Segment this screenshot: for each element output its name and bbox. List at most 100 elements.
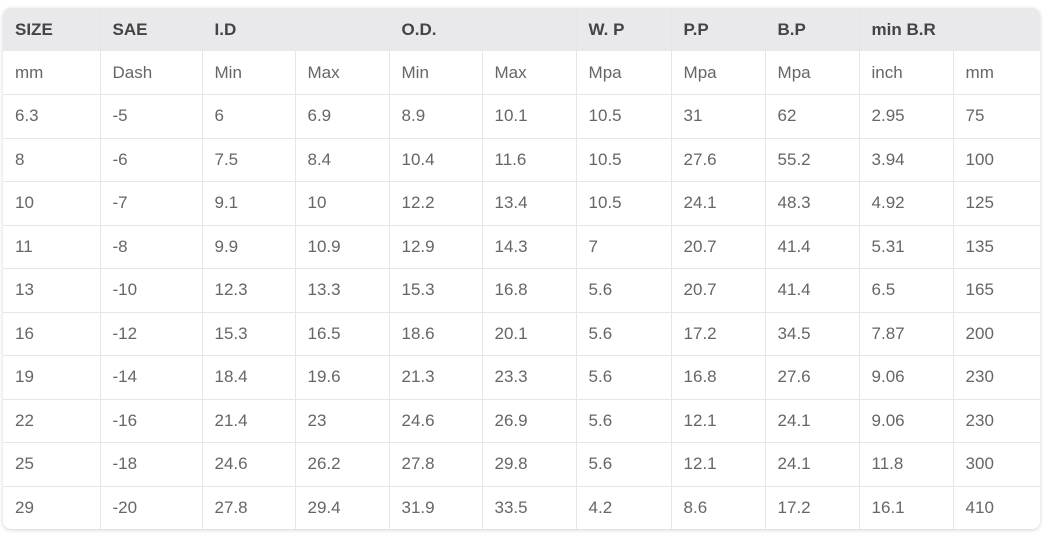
table-cell: 33.5	[482, 486, 577, 529]
table-cell: 75	[953, 94, 1040, 139]
header-min-bend-radius: min B.R	[859, 8, 1040, 51]
table-cell: 10.5	[576, 138, 672, 182]
table-cell: 48.3	[765, 181, 860, 226]
table-cell: 62	[765, 94, 860, 139]
table-cell: 7.87	[859, 312, 954, 356]
table-row: 6.3 -5 6 6.9 8.9 10.1 10.5 31 62 2.95 75	[3, 94, 1040, 139]
table-cell: 8	[3, 138, 101, 182]
units-row: mm Dash Min Max Min Max Mpa Mpa Mpa inch…	[3, 51, 1040, 95]
table-cell: -7	[100, 181, 203, 226]
table-cell: 15.3	[202, 312, 296, 356]
table-cell: 27.8	[202, 486, 296, 529]
table-cell: 17.2	[765, 486, 860, 529]
table-cell: 230	[953, 399, 1040, 443]
table-cell: 11	[3, 225, 101, 269]
table-cell: 23.3	[482, 355, 577, 400]
header-inner-diameter: I.D	[202, 8, 390, 51]
table-cell: 26.2	[295, 442, 390, 487]
table-cell: 230	[953, 355, 1040, 400]
table-cell: 29.4	[295, 486, 390, 529]
table-cell: 9.9	[202, 225, 296, 269]
table-row: 29 -20 27.8 29.4 31.9 33.5 4.2 8.6 17.2 16.1 410	[3, 486, 1040, 529]
table-cell: 7	[576, 225, 672, 269]
unit-cell: Max	[482, 51, 577, 95]
table-cell: 10	[295, 181, 390, 226]
table-cell: 10.5	[576, 94, 672, 139]
table-cell: 5.31	[859, 225, 954, 269]
table-cell: 27.6	[765, 355, 860, 400]
unit-cell: Mpa	[576, 51, 672, 95]
table-cell: 29.8	[482, 442, 577, 487]
table-cell: 41.4	[765, 225, 860, 269]
table-row: 10 -7 9.1 10 12.2 13.4 10.5 24.1 48.3 4.92 125	[3, 181, 1040, 226]
table-cell: 22	[3, 399, 101, 443]
table-cell: 24.6	[202, 442, 296, 487]
table-cell: 200	[953, 312, 1040, 356]
table-cell: 19.6	[295, 355, 390, 400]
table-cell: 16.5	[295, 312, 390, 356]
table-cell: 8.9	[389, 94, 483, 139]
table-cell: 6.5	[859, 268, 954, 313]
table-cell: 4.2	[576, 486, 672, 529]
table-cell: 9.06	[859, 399, 954, 443]
table-cell: 12.1	[671, 399, 766, 443]
table-cell: 13.3	[295, 268, 390, 313]
table-cell: 20.7	[671, 268, 766, 313]
unit-cell: Max	[295, 51, 390, 95]
table-cell: 27.8	[389, 442, 483, 487]
table-cell: 12.1	[671, 442, 766, 487]
spec-table-card: SIZE SAE I.D O.D. W. P P.P B.P min B.R m…	[3, 8, 1040, 529]
table-cell: 5.6	[576, 268, 672, 313]
header-proof-pressure: P.P	[671, 8, 766, 51]
unit-cell: Mpa	[671, 51, 766, 95]
table-cell: 15.3	[389, 268, 483, 313]
table-row: 25 -18 24.6 26.2 27.8 29.8 5.6 12.1 24.1 11.8 300	[3, 442, 1040, 487]
table-cell: 18.6	[389, 312, 483, 356]
table-cell: 21.3	[389, 355, 483, 400]
table-cell: 10	[3, 181, 101, 226]
table-header-row: SIZE SAE I.D O.D. W. P P.P B.P min B.R	[3, 8, 1040, 51]
table-cell: -18	[100, 442, 203, 487]
table-cell: 24.1	[765, 399, 860, 443]
table-cell: 13.4	[482, 181, 577, 226]
table-cell: 100	[953, 138, 1040, 182]
table-cell: 24.1	[765, 442, 860, 487]
table-cell: -10	[100, 268, 203, 313]
table-cell: -20	[100, 486, 203, 529]
table-cell: 19	[3, 355, 101, 400]
table-row: 19 -14 18.4 19.6 21.3 23.3 5.6 16.8 27.6 9.06 230	[3, 355, 1040, 400]
header-burst-pressure: B.P	[765, 8, 860, 51]
table-cell: 24.6	[389, 399, 483, 443]
table-row: 11 -8 9.9 10.9 12.9 14.3 7 20.7 41.4 5.31 135	[3, 225, 1040, 269]
unit-cell: Mpa	[765, 51, 860, 95]
table-cell: 135	[953, 225, 1040, 269]
table-cell: 6	[202, 94, 296, 139]
table-cell: 20.7	[671, 225, 766, 269]
table-row: 8 -6 7.5 8.4 10.4 11.6 10.5 27.6 55.2 3.94 100	[3, 138, 1040, 182]
unit-cell: Dash	[100, 51, 203, 95]
table-cell: 5.6	[576, 355, 672, 400]
table-cell: 410	[965, 498, 994, 517]
table-cell: 16	[3, 312, 101, 356]
unit-cell: Min	[202, 51, 296, 95]
table-cell: 12.2	[389, 181, 483, 226]
table-cell: 16.8	[482, 268, 577, 313]
table-cell: 10.5	[576, 181, 672, 226]
table-cell: 24.1	[671, 181, 766, 226]
table-row: 22 -16 21.4 23 24.6 26.9 5.6 12.1 24.1 9.06 230	[3, 399, 1040, 443]
table-cell: 4.92	[859, 181, 954, 226]
table-cell: 25	[3, 442, 101, 487]
table-cell: -5	[100, 94, 203, 139]
table-cell: -6	[100, 138, 203, 182]
header-size: SIZE	[3, 8, 101, 51]
table-cell: 31	[671, 94, 766, 139]
table-cell: 10.4	[389, 138, 483, 182]
table-cell: 23	[295, 399, 390, 443]
table-cell: 165	[953, 268, 1040, 313]
table-cell: 12.3	[202, 268, 296, 313]
header-working-pressure: W. P	[576, 8, 672, 51]
table-cell: 16.1	[859, 486, 954, 529]
table-cell: 16.8	[671, 355, 766, 400]
table-cell: 2.95	[859, 94, 954, 139]
table-cell: 300	[953, 442, 1040, 487]
